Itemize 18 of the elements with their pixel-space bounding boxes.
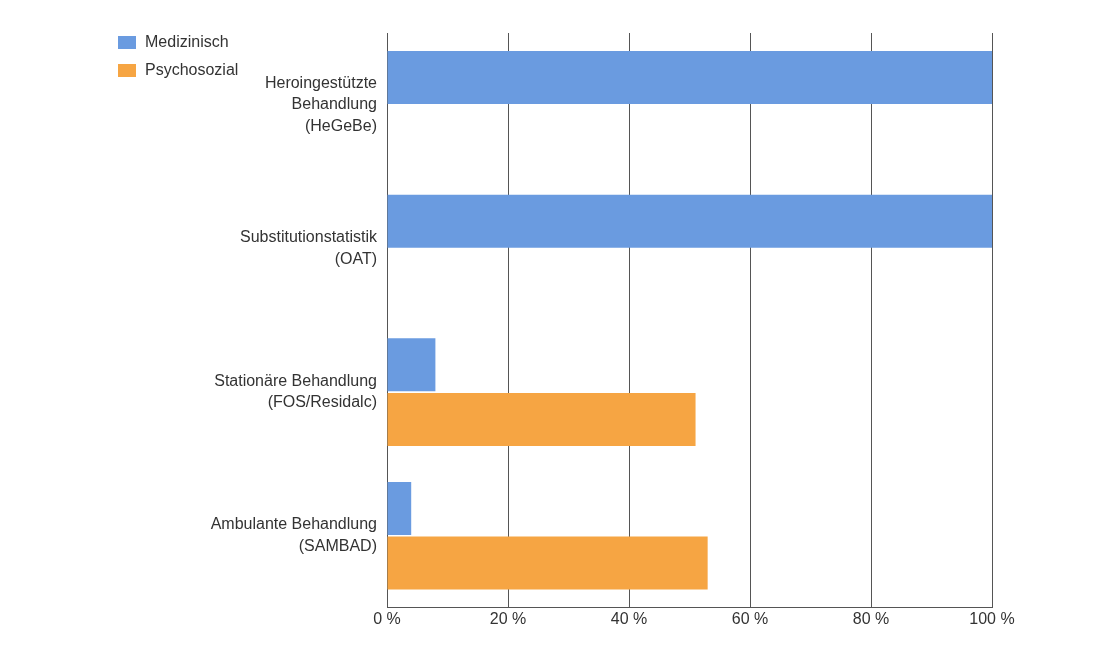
bar (387, 338, 436, 392)
bar (387, 482, 412, 535)
x-tick-label: 80 % (852, 609, 890, 627)
y-tick-label: Ambulante Behandlung (SAMBAD) (210, 515, 377, 554)
legend-label: Psychosozial (145, 61, 239, 79)
bar (387, 194, 992, 248)
y-tick-label: Heroingestützte Behandlung (HeGeBe) (264, 73, 378, 134)
bar (387, 51, 992, 105)
bar (387, 536, 708, 590)
y-tick-label: Stationäre Behandlung (FOS/Residalc) (214, 371, 377, 411)
x-tick-label: 100 % (969, 609, 1015, 627)
x-tick-label: 0 % (373, 609, 401, 627)
x-tick-label: 20 % (489, 609, 527, 627)
x-tick-label: 40 % (610, 609, 648, 627)
x-tick-label: 60 % (731, 609, 769, 627)
bar (387, 392, 696, 446)
y-tick-label: Substitutionstatistik (OAT) (240, 228, 378, 267)
legend-label: Medizinisch (145, 33, 229, 51)
